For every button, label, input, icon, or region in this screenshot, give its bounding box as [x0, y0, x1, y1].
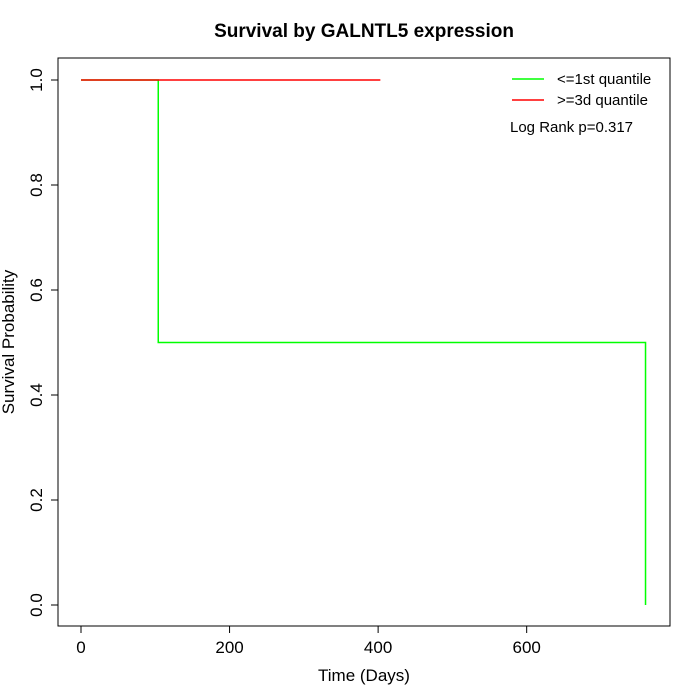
x-axis-label: Time (Days)	[318, 666, 410, 685]
x-tick-label: 0	[76, 638, 85, 657]
y-tick-label: 0.0	[27, 593, 46, 617]
chart-title: Survival by GALNTL5 expression	[214, 21, 514, 42]
x-tick-label: 200	[215, 638, 243, 657]
y-tick-label: 0.6	[27, 278, 46, 302]
x-tick-label: 600	[512, 638, 540, 657]
y-tick-label: 0.4	[27, 383, 46, 407]
x-axis: 0 200 400 600	[76, 625, 541, 657]
y-tick-label: 1.0	[27, 68, 46, 92]
y-axis: 0.0 0.2 0.4 0.6 0.8 1.0	[27, 68, 59, 617]
y-tick-label: 0.8	[27, 173, 46, 197]
log-rank-annotation: Log Rank p=0.317	[510, 119, 633, 136]
legend: <=1st quantile >=3d quantile	[512, 71, 651, 109]
legend-label-1: >=3d quantile	[557, 92, 648, 109]
x-tick-label: 400	[364, 638, 392, 657]
series-line-0	[81, 79, 647, 605]
legend-label-0: <=1st quantile	[557, 71, 651, 88]
y-tick-label: 0.2	[27, 488, 46, 512]
y-axis-label: Survival Probability	[0, 269, 18, 414]
series-layer	[81, 79, 647, 605]
